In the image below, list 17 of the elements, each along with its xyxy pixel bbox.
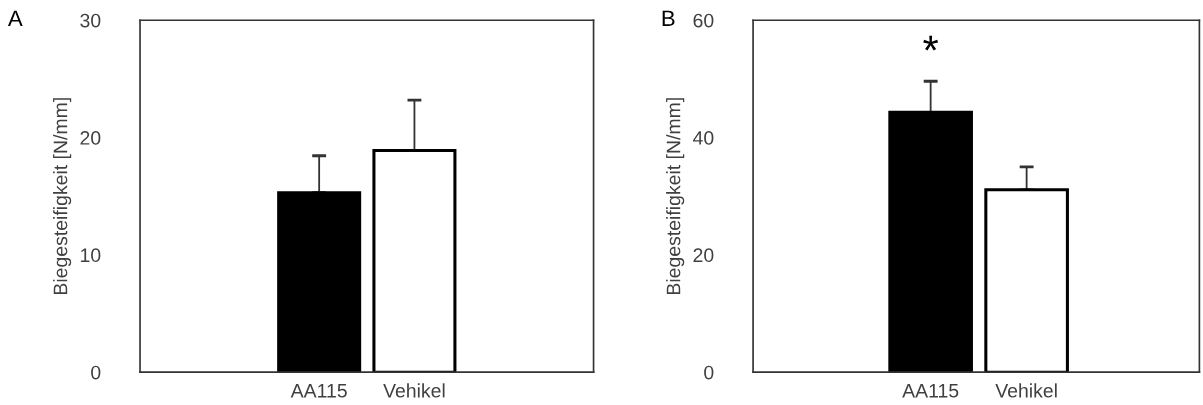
y-tick-label: 20 bbox=[80, 131, 101, 145]
chart-title: A bbox=[7, 10, 23, 26]
y-tick-label: 20 bbox=[693, 248, 714, 263]
annotation: * bbox=[923, 35, 939, 51]
y-tick-label: 40 bbox=[693, 131, 714, 145]
x-tick-label: Vehikel bbox=[995, 383, 1057, 398]
x-tick-label: Vehikel bbox=[383, 383, 445, 398]
y-tick-label: 30 bbox=[80, 13, 101, 28]
y-tick-label: 0 bbox=[704, 365, 714, 380]
y-axis-title: Biegesteifigkeit [N/mm] bbox=[53, 98, 72, 295]
x-tick-label: AA115 bbox=[290, 384, 347, 398]
chart-title: B bbox=[662, 10, 675, 26]
y-tick-label: 0 bbox=[91, 365, 101, 380]
y-tick-label: 60 bbox=[693, 13, 714, 28]
y-tick-label: 10 bbox=[81, 248, 101, 263]
x-tick-label: AA115 bbox=[902, 384, 959, 398]
y-axis-title: Biegesteifigkeit [N/mm] bbox=[666, 98, 685, 295]
